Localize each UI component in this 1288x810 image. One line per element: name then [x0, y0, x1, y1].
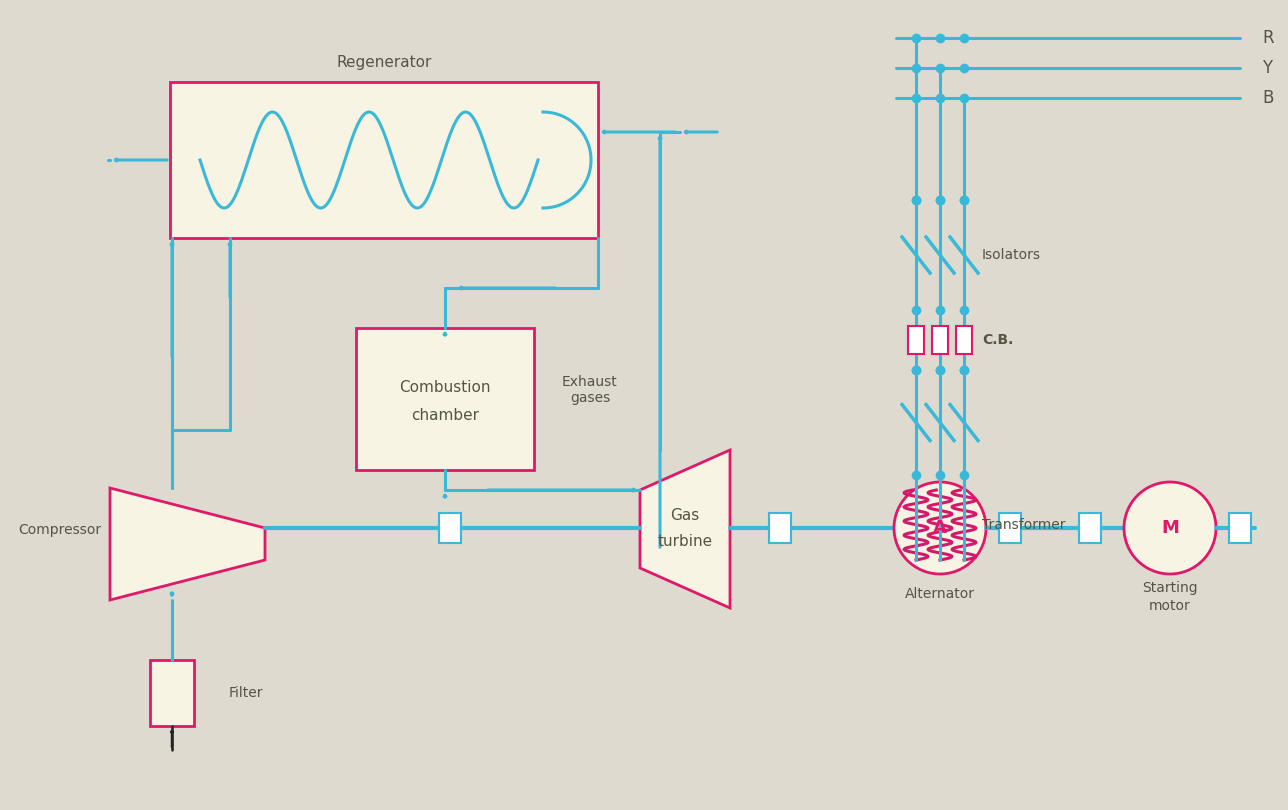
- Bar: [149, 660, 194, 726]
- Circle shape: [894, 482, 987, 574]
- Text: Regenerator: Regenerator: [336, 55, 431, 70]
- Text: Starting: Starting: [1142, 581, 1198, 595]
- Bar: [956, 326, 972, 354]
- Text: Transformer: Transformer: [981, 518, 1065, 532]
- Text: Combustion: Combustion: [399, 380, 491, 394]
- Polygon shape: [109, 488, 265, 600]
- Bar: [170, 82, 598, 238]
- Text: M: M: [1160, 519, 1179, 537]
- Text: R: R: [1262, 29, 1274, 47]
- Bar: [1229, 513, 1251, 543]
- Text: Filter: Filter: [229, 686, 263, 700]
- Bar: [933, 326, 948, 354]
- Bar: [999, 513, 1021, 543]
- Text: chamber: chamber: [411, 407, 479, 423]
- Text: B: B: [1262, 89, 1274, 107]
- Bar: [769, 513, 791, 543]
- Text: Exhaust
gases: Exhaust gases: [562, 375, 618, 405]
- Bar: [1079, 513, 1101, 543]
- Text: motor: motor: [1149, 599, 1191, 613]
- Text: Alternator: Alternator: [905, 587, 975, 601]
- Text: C.B.: C.B.: [981, 333, 1014, 347]
- Polygon shape: [640, 450, 730, 608]
- Bar: [439, 513, 461, 543]
- Text: Gas: Gas: [670, 508, 699, 522]
- Text: A: A: [933, 519, 947, 537]
- Text: Compressor: Compressor: [18, 523, 102, 537]
- Bar: [355, 328, 535, 470]
- Text: turbine: turbine: [657, 535, 712, 549]
- Text: Y: Y: [1262, 59, 1273, 77]
- Text: Isolators: Isolators: [981, 248, 1041, 262]
- Bar: [908, 326, 923, 354]
- Circle shape: [1124, 482, 1216, 574]
